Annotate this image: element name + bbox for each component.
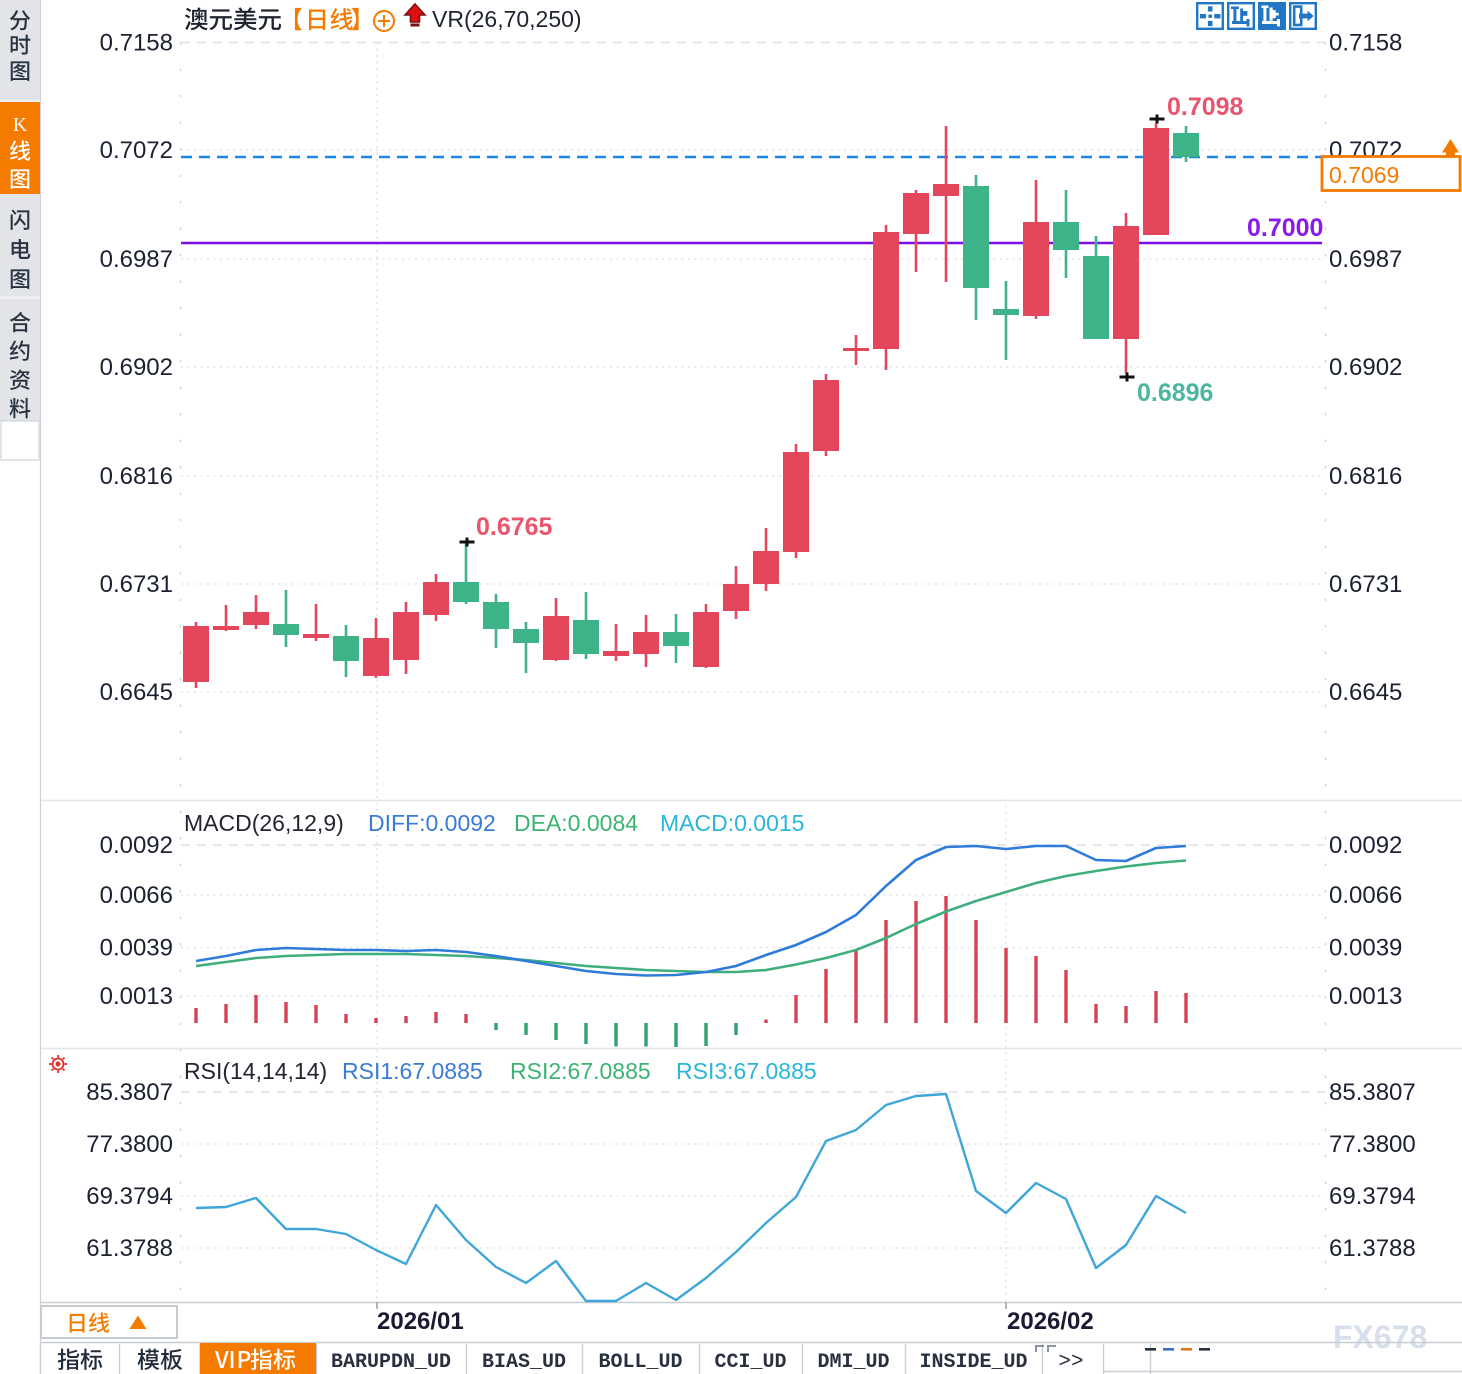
svg-text:0.6765: 0.6765	[476, 513, 553, 541]
svg-text:0.6731: 0.6731	[1329, 571, 1402, 598]
svg-text:0.0013: 0.0013	[100, 983, 173, 1010]
svg-text:INSIDE_UD: INSIDE_UD	[919, 1351, 1027, 1374]
svg-text:BIAS_UD: BIAS_UD	[482, 1351, 566, 1374]
svg-text:K: K	[13, 114, 28, 136]
svg-text:BARUPDN_UD: BARUPDN_UD	[331, 1351, 451, 1374]
svg-text:0.6645: 0.6645	[100, 679, 173, 706]
svg-text:0.6816: 0.6816	[100, 463, 173, 490]
svg-text:0.6902: 0.6902	[100, 354, 173, 381]
svg-text:85.3807: 85.3807	[1329, 1079, 1416, 1106]
svg-text:0.7158: 0.7158	[1329, 30, 1402, 57]
svg-text:RSI1:67.0885: RSI1:67.0885	[342, 1058, 483, 1084]
svg-text:MACD:0.0015: MACD:0.0015	[660, 810, 804, 836]
svg-text:0.6987: 0.6987	[100, 246, 173, 273]
svg-text:0.6816: 0.6816	[1329, 463, 1402, 490]
svg-text:VR(26,70,250): VR(26,70,250)	[432, 6, 582, 32]
svg-text:FX678: FX678	[1333, 1319, 1427, 1355]
svg-text:69.3794: 69.3794	[1329, 1183, 1416, 1210]
svg-text:0.7158: 0.7158	[100, 30, 173, 57]
svg-text:0.7072: 0.7072	[100, 137, 173, 164]
svg-text:0.7000: 0.7000	[1247, 214, 1323, 242]
svg-text:CCI_UD: CCI_UD	[714, 1351, 786, 1374]
svg-text:0.6987: 0.6987	[1329, 246, 1402, 273]
svg-text:77.3800: 77.3800	[1329, 1131, 1416, 1158]
svg-text:61.3788: 61.3788	[86, 1235, 173, 1262]
svg-text:0.0039: 0.0039	[100, 935, 173, 962]
svg-text:BOLL_UD: BOLL_UD	[598, 1351, 682, 1374]
svg-text:0.6896: 0.6896	[1137, 379, 1213, 407]
svg-text:DEA:0.0084: DEA:0.0084	[514, 810, 638, 836]
svg-text:MACD(26,12,9): MACD(26,12,9)	[184, 810, 344, 836]
svg-text:0.0092: 0.0092	[100, 832, 173, 859]
svg-text:0.7098: 0.7098	[1167, 93, 1244, 121]
svg-text:0.6731: 0.6731	[100, 571, 173, 598]
svg-text:0.0039: 0.0039	[1329, 935, 1402, 962]
svg-text:0.0066: 0.0066	[1329, 882, 1402, 909]
svg-text:0.0092: 0.0092	[1329, 832, 1402, 859]
svg-text:DIFF:0.0092: DIFF:0.0092	[368, 810, 496, 836]
svg-text:2026/02: 2026/02	[1007, 1308, 1094, 1335]
svg-text:69.3794: 69.3794	[86, 1183, 173, 1210]
svg-text:0.6902: 0.6902	[1329, 354, 1402, 381]
svg-text:RSI(14,14,14): RSI(14,14,14)	[184, 1058, 327, 1084]
svg-text:DMI_UD: DMI_UD	[817, 1351, 889, 1374]
svg-text:77.3800: 77.3800	[86, 1131, 173, 1158]
svg-text:85.3807: 85.3807	[86, 1079, 173, 1106]
svg-text:0.0013: 0.0013	[1329, 983, 1402, 1010]
svg-text:0.7069: 0.7069	[1329, 162, 1399, 188]
svg-text:0.6645: 0.6645	[1329, 679, 1402, 706]
svg-text:>>: >>	[1058, 1351, 1083, 1374]
svg-text:RSI2:67.0885: RSI2:67.0885	[510, 1058, 651, 1084]
svg-text:RSI3:67.0885: RSI3:67.0885	[676, 1058, 817, 1084]
svg-text:61.3788: 61.3788	[1329, 1235, 1416, 1262]
svg-text:2026/01: 2026/01	[377, 1308, 464, 1335]
svg-text:0.0066: 0.0066	[100, 882, 173, 909]
